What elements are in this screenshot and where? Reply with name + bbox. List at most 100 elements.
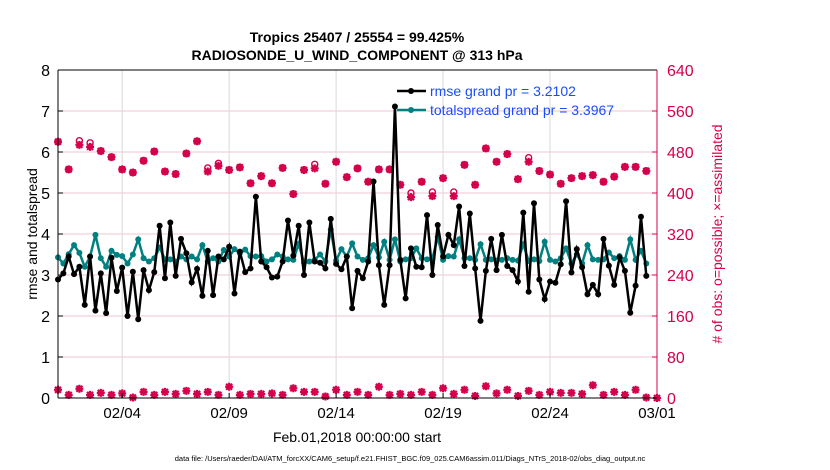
obs-assimilated-point — [599, 177, 608, 186]
rmse-point — [557, 261, 564, 268]
rmse-point — [536, 276, 543, 283]
y-right-tick-label: 160 — [667, 309, 694, 326]
rmse-point — [359, 275, 366, 282]
obs-assimilated-point — [214, 161, 223, 170]
obs-assimilated-point — [374, 165, 383, 174]
obs-marker-core — [568, 390, 575, 396]
obs-marker-core — [429, 193, 435, 199]
rmse-point — [113, 287, 120, 294]
obs-lower-point — [75, 384, 84, 393]
totalspread-point — [627, 236, 634, 243]
rmse-point — [247, 265, 254, 272]
y-right-tick-label: 640 — [667, 63, 694, 80]
obs-marker-core — [173, 171, 179, 177]
rmse-point — [226, 243, 233, 250]
rmse-point — [231, 290, 238, 297]
obs-lower-point — [203, 387, 212, 396]
obs-marker-core — [151, 148, 157, 155]
rmse-point — [407, 245, 414, 252]
rmse-point — [76, 263, 83, 270]
obs-marker-core — [504, 151, 510, 157]
obs-lower-point — [546, 387, 555, 396]
obs-marker-core — [451, 193, 457, 199]
obs-assimilated-point — [578, 172, 587, 181]
totalspread-point — [370, 242, 377, 249]
rmse-point — [418, 264, 425, 271]
obs-assimilated-point — [417, 177, 426, 186]
rmse-point — [413, 263, 420, 270]
obs-marker-core — [376, 384, 382, 390]
rmse-line — [57, 106, 648, 322]
obs-marker-core — [280, 165, 286, 171]
totalspread-point — [129, 251, 136, 258]
totalspread-point — [119, 253, 126, 260]
rmse-point — [605, 262, 612, 269]
obs-lower-point — [160, 387, 169, 396]
obs-marker-core — [419, 389, 425, 395]
rmse-point — [327, 215, 334, 222]
obs-marker-core — [526, 159, 532, 165]
y-tick-label: 6 — [41, 145, 50, 162]
rmse-point — [530, 200, 537, 207]
rmse-point — [611, 281, 618, 288]
chart-title: Tropics 25407 / 25554 = 99.425% — [250, 29, 465, 45]
obs-lower-point — [396, 389, 405, 398]
obs-marker-core — [119, 166, 125, 173]
obs-lower-point — [406, 390, 415, 399]
obs-marker-core — [622, 164, 628, 170]
obs-marker-core — [493, 390, 500, 396]
totalspread-point — [306, 258, 313, 265]
legend-rmse-marker — [408, 88, 414, 94]
footer-data-file: data file: /Users/raeder/DAI/ATM_forcXX/… — [175, 454, 646, 463]
rmse-point — [317, 259, 324, 266]
obs-lower-point — [171, 389, 180, 398]
totalspread-point — [466, 255, 473, 262]
obs-marker-core — [600, 392, 607, 398]
y-right-tick-label: 80 — [667, 350, 685, 367]
totalspread-point — [284, 256, 291, 263]
obs-marker-core — [643, 168, 649, 174]
rmse-point — [621, 267, 628, 274]
obs-lower-point — [300, 387, 309, 396]
obs-lower-point — [471, 391, 480, 400]
totalspread-point — [391, 236, 398, 243]
obs-assimilated-point — [439, 174, 448, 183]
rmse-point — [274, 273, 281, 280]
obs-lower-point — [556, 388, 565, 397]
obs-assimilated-point — [257, 172, 266, 181]
totalspread-point — [108, 247, 115, 254]
obs-lower-point — [620, 390, 629, 399]
totalspread-point — [268, 256, 275, 263]
obs-assimilated-point — [385, 165, 394, 174]
totalspread-point — [145, 258, 152, 265]
obs-lower-point — [267, 389, 276, 398]
rmse-point — [381, 301, 388, 308]
obs-lower-point — [588, 381, 597, 390]
obs-assimilated-point — [321, 179, 330, 188]
obs-lower-point — [225, 382, 234, 391]
rmse-point — [445, 231, 452, 238]
obs-marker-core — [558, 390, 564, 396]
legend-totalspread-label: totalspread grand pr = 3.3967 — [430, 102, 614, 118]
rmse-point — [204, 247, 211, 254]
obs-assimilated-point — [460, 160, 469, 169]
totalspread-point — [509, 256, 516, 263]
obs-assimilated-point — [310, 164, 319, 173]
obs-marker-core — [173, 391, 179, 397]
obs-lower-point — [332, 385, 341, 394]
rmse-point — [525, 288, 532, 295]
obs-marker-core — [312, 165, 318, 171]
obs-marker-core — [130, 394, 136, 401]
rmse-point — [354, 267, 361, 274]
rmse-point — [322, 265, 329, 272]
obs-assimilated-point — [631, 162, 640, 171]
obs-assimilated-point — [513, 175, 522, 184]
totalspread-point — [541, 238, 548, 245]
obs-assimilated-point — [406, 193, 415, 202]
totalspread-point — [450, 253, 457, 260]
obs-lower-point — [513, 391, 522, 400]
rmse-point — [563, 198, 570, 205]
obs-lower-point — [631, 385, 640, 394]
obs-marker-core — [622, 392, 628, 398]
rmse-point — [81, 301, 88, 308]
